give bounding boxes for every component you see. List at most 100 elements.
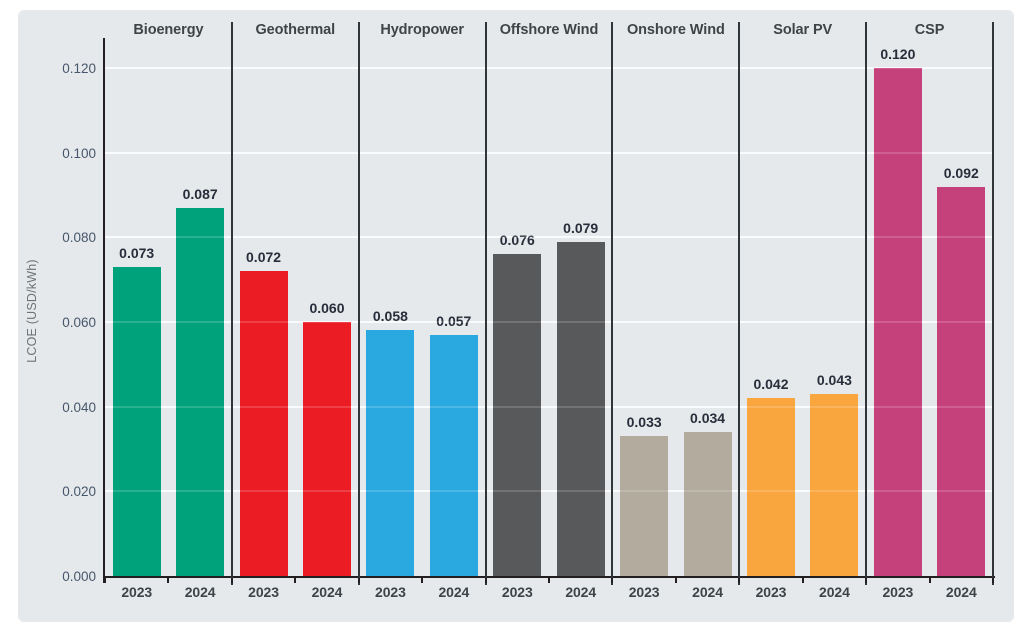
axis-tick	[928, 578, 931, 583]
panel-divider	[230, 22, 233, 585]
y-tick-label: 0.100	[62, 146, 96, 161]
bar-cell: 0.120 2023	[866, 22, 929, 600]
y-axis-line	[103, 38, 105, 583]
bar-2023	[112, 267, 161, 578]
panel-title: Onshore Wind	[626, 22, 725, 38]
axis-tick	[738, 578, 741, 583]
axis-tick	[674, 578, 677, 583]
value-label: 0.087	[182, 186, 218, 202]
bar-cell: 0.079 2024	[549, 22, 612, 600]
value-label: 0.060	[309, 300, 345, 316]
value-label: 0.042	[753, 376, 789, 392]
x-tick-label: 2023	[121, 584, 153, 600]
value-label: 0.079	[563, 220, 599, 236]
bar-cell: 0.057 2024	[422, 22, 485, 600]
bar-2023	[366, 330, 415, 578]
axis-tick	[294, 578, 297, 583]
panel-divider	[992, 22, 994, 585]
x-tick-label: 2023	[248, 584, 279, 600]
value-label: 0.092	[943, 165, 979, 181]
value-label: 0.043	[816, 372, 852, 388]
panel-divider	[611, 22, 614, 585]
y-tick-label: 0.060	[62, 315, 96, 330]
axis-tick	[421, 578, 424, 583]
value-label: 0.057	[436, 313, 472, 329]
x-tick-label: 2024	[945, 584, 977, 600]
x-tick-label: 2023	[628, 584, 660, 600]
x-tick-label: 2024	[438, 584, 470, 600]
panel-geothermal: Geothermal 0.072 2023 0.060 2024	[232, 22, 359, 600]
panel-title: CSP	[914, 22, 945, 38]
x-tick-label: 2023	[755, 584, 787, 600]
y-tick-label: 0.080	[62, 230, 96, 245]
bar-2023	[239, 271, 288, 578]
panel-title: Geothermal	[255, 22, 336, 38]
panel-offshore-wind: Offshore Wind 0.076 2023 0.079 2024	[486, 22, 613, 600]
value-label: 0.120	[880, 46, 916, 62]
x-tick-label: 2023	[882, 584, 914, 600]
x-tick-label: 2023	[501, 584, 533, 600]
bar-2024	[556, 242, 605, 578]
bar-cell: 0.060 2024	[295, 22, 358, 600]
bar-cell: 0.034 2024	[676, 22, 739, 600]
axis-tick	[167, 578, 170, 583]
bar-2024	[810, 394, 859, 578]
x-tick-label: 2024	[311, 584, 343, 600]
axis-tick	[230, 578, 233, 583]
panel-onshore-wind: Onshore Wind 0.033 2023 0.034 2024	[612, 22, 739, 600]
panel-title: Solar PV	[773, 22, 833, 38]
y-tick-label: 0.040	[62, 400, 96, 415]
value-label: 0.033	[626, 414, 662, 430]
bar-2023	[620, 436, 669, 578]
value-label: 0.072	[246, 249, 282, 265]
bar-2023	[493, 254, 542, 578]
x-tick-label: 2023	[375, 584, 406, 600]
bar-2024	[176, 208, 225, 578]
panel-divider	[357, 22, 360, 585]
axis-tick	[104, 578, 106, 583]
panel-csp: CSP 0.120 2023 0.092 2024	[866, 22, 993, 600]
bar-cell: 0.042 2023	[739, 22, 802, 600]
bar-2024	[429, 335, 478, 578]
plot-area: Bioenergy 0.073 2023 0.087 2024 Geothermal 0.0…	[103, 22, 995, 600]
bar-cell: 0.087 2024	[168, 22, 231, 600]
bar-cell: 0.072 2023	[232, 22, 295, 600]
bar-cell: 0.092 2024	[930, 22, 993, 600]
axis-tick	[611, 578, 614, 583]
panel-title: Hydropower	[380, 22, 464, 38]
bar-2024	[302, 322, 351, 578]
axis-tick	[865, 578, 868, 583]
y-tick-label: 0.120	[62, 61, 96, 76]
x-axis-line	[103, 576, 995, 578]
value-label: 0.058	[372, 308, 408, 324]
panel-bioenergy: Bioenergy 0.073 2023 0.087 2024	[105, 22, 232, 600]
y-tick-label: 0.000	[62, 569, 96, 584]
panel-divider	[738, 22, 741, 585]
x-tick-label: 2024	[819, 584, 850, 600]
bar-cell: 0.073 2023	[105, 22, 168, 600]
x-tick-label: 2024	[565, 584, 597, 600]
value-label: 0.034	[690, 410, 726, 426]
axis-tick	[548, 578, 550, 583]
bar-2023	[746, 398, 795, 578]
axis-tick	[801, 578, 804, 583]
axis-tick	[357, 578, 360, 583]
bar-cell: 0.058 2023	[359, 22, 422, 600]
x-tick-label: 2024	[692, 584, 723, 600]
bar-2023	[873, 68, 922, 578]
panel-solar-pv: Solar PV 0.042 2023 0.043 2024	[739, 22, 866, 600]
value-label: 0.073	[119, 245, 155, 261]
axis-tick	[484, 578, 487, 583]
panel-title: Bioenergy	[133, 22, 204, 38]
bar-cell: 0.043 2024	[803, 22, 866, 600]
y-tick-label: 0.020	[62, 484, 96, 499]
panel-hydropower: Hydropower 0.058 2023 0.057 2024	[359, 22, 486, 600]
bar-2024	[683, 432, 732, 578]
x-tick-label: 2024	[184, 584, 216, 600]
bar-cell: 0.076 2023	[486, 22, 549, 600]
bar-2024	[937, 187, 986, 578]
axis-tick	[992, 578, 994, 583]
value-label: 0.076	[499, 232, 535, 248]
chart-background: LCOE (USD/kWh) Bioenergy 0.073 2023 0.087 20…	[18, 10, 1014, 622]
